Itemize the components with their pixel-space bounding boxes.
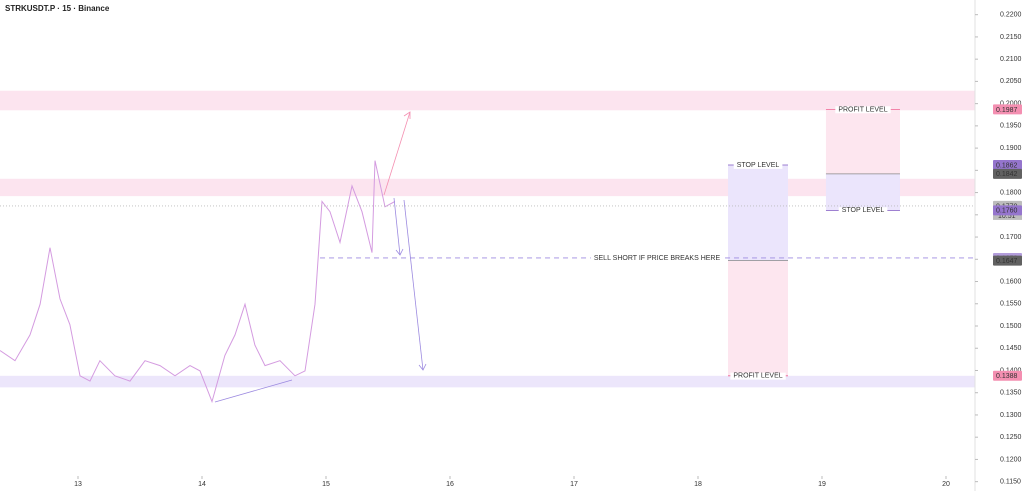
price-label-bg <box>993 160 1022 171</box>
price-label: 0.1388 <box>996 373 1018 380</box>
zone <box>0 375 975 388</box>
price-label: 0.1647 <box>996 258 1018 265</box>
y-tick-label: 0.1900 <box>1000 145 1022 152</box>
x-tick-label: 16 <box>446 481 454 488</box>
target-label: PROFIT LEVEL <box>733 373 782 380</box>
x-tick-label: 13 <box>74 481 82 488</box>
pink-arrow <box>383 111 411 196</box>
price-label: 0.1760 <box>996 208 1018 215</box>
chart-title: STRKUSDT.P · 15 · Binance <box>5 4 110 13</box>
label-bg <box>838 207 888 215</box>
y-tick-label: 0.2200 <box>1000 12 1022 19</box>
sell-label: SELL SHORT IF PRICE BREAKS HERE <box>594 255 721 262</box>
x-tick-label: 15 <box>322 481 330 488</box>
y-tick-label: 0.1250 <box>1000 434 1022 441</box>
trend-line <box>214 379 293 403</box>
y-tick-label: 0.1700 <box>1000 234 1022 241</box>
label-bg <box>730 372 786 380</box>
arrow-head <box>418 363 427 371</box>
price-label-bg <box>993 205 1022 216</box>
y-tick-label: 0.1500 <box>1000 323 1022 330</box>
plot <box>0 160 396 404</box>
y-tick-label: 0.2100 <box>1000 56 1022 63</box>
risk-zone <box>727 165 789 261</box>
x-tick-label: 19 <box>818 481 826 488</box>
arrow-shaft <box>383 111 411 196</box>
arrow-head <box>403 111 411 119</box>
price-label-bg <box>993 104 1022 115</box>
y-tick-label: 0.2050 <box>1000 78 1022 85</box>
y-tick-label: 0.1350 <box>1000 390 1022 397</box>
arrow-shaft <box>393 197 401 256</box>
stop-label: STOP LEVEL <box>737 162 780 169</box>
x-tick-label: 14 <box>198 481 206 488</box>
arrow-head <box>395 248 404 256</box>
y-tick-label: 0.2000 <box>1000 100 1022 107</box>
y-tick-label: 0.1300 <box>1000 412 1022 419</box>
risk-zone <box>825 173 900 211</box>
time-label: 10:51 <box>998 213 1016 220</box>
zones <box>0 90 975 388</box>
y-tick-label: 0.1600 <box>1000 278 1022 285</box>
zone <box>0 90 975 111</box>
label-bg <box>835 106 891 114</box>
y-tick-label: 0.1550 <box>1000 301 1022 308</box>
target-label: PROFIT LEVEL <box>838 106 887 113</box>
label-bg <box>733 161 783 169</box>
y-tick-label: 0.1950 <box>1000 123 1022 130</box>
stop-label: STOP LEVEL <box>842 207 885 214</box>
arrow-shaft <box>403 199 424 371</box>
y-tick-label: 0.1450 <box>1000 345 1022 352</box>
x-tick-label: 18 <box>694 481 702 488</box>
x-tick-label: 20 <box>942 481 950 488</box>
x-tick-label: 17 <box>570 481 578 488</box>
reward-zone <box>825 109 900 174</box>
reward-zone <box>727 260 789 376</box>
label-bg <box>590 254 724 262</box>
price-label: 0.1987 <box>996 107 1018 114</box>
y-tick-label: 0.1800 <box>1000 189 1022 196</box>
price-label: 0.1862 <box>996 162 1018 169</box>
y-tick-label: 0.1200 <box>1000 456 1022 463</box>
time-label-bg <box>993 210 1022 220</box>
price-line <box>0 160 396 404</box>
purple-arrows <box>214 197 427 403</box>
price-label-bg <box>993 370 1022 381</box>
price-label-bg <box>993 168 1022 179</box>
price-label: 0.1842 <box>996 171 1018 178</box>
y-tick-label: 0.2150 <box>1000 34 1022 41</box>
y-tick-label: 0.1150 <box>1000 479 1021 486</box>
price-label-bg <box>993 255 1022 266</box>
